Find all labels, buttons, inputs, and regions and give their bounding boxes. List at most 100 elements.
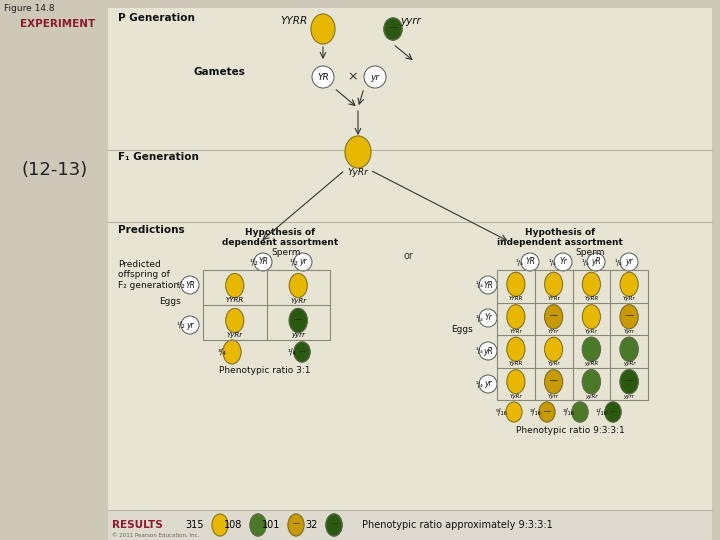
Ellipse shape [620,272,638,296]
Text: Phenotypic ratio 9:3:3:1: Phenotypic ratio 9:3:3:1 [516,426,624,435]
Text: ¹/₄: ¹/₄ [548,259,556,266]
Text: YyRr: YyRr [348,168,369,177]
Text: YR: YR [185,280,195,289]
Circle shape [294,253,312,271]
Ellipse shape [544,305,562,329]
Text: F₁ Generation: F₁ Generation [118,152,199,162]
Text: YYrr: YYrr [548,329,559,334]
Circle shape [587,253,605,271]
Text: Phenotypic ratio approximately 9:3:3:1: Phenotypic ratio approximately 9:3:3:1 [362,520,553,530]
Ellipse shape [620,338,638,361]
Text: yR: yR [591,258,601,267]
Text: Predicted
offspring of
F₂ generation: Predicted offspring of F₂ generation [118,260,179,290]
Text: yyRr: yyRr [623,361,636,366]
Text: yyrr: yyrr [292,333,305,339]
Ellipse shape [223,340,241,364]
Text: EXPERIMENT: EXPERIMENT [20,19,96,29]
Text: ¹/₄: ¹/₄ [475,281,483,288]
Text: Gametes: Gametes [193,67,245,77]
Text: YYRR: YYRR [225,298,244,303]
Ellipse shape [507,305,525,329]
Text: ¹/₂: ¹/₂ [176,321,185,329]
Text: yr: yr [300,258,307,267]
FancyBboxPatch shape [108,510,712,540]
Bar [497,270,648,400]
Text: Predictions: Predictions [118,225,184,235]
Circle shape [181,316,199,334]
Ellipse shape [539,402,555,422]
Text: YYRr: YYRr [510,329,522,334]
Text: YR: YR [258,258,268,267]
Text: Yr: Yr [559,258,567,267]
Text: 32: 32 [305,520,318,530]
Text: ¹/₄: ¹/₄ [475,348,483,354]
Text: ¹/₄: ¹/₄ [475,381,483,388]
Text: YyRr: YyRr [585,329,598,334]
Text: yyRr: yyRr [585,394,598,399]
Ellipse shape [226,273,244,298]
Text: YyRr: YyRr [547,361,560,366]
Text: Eggs: Eggs [451,326,473,334]
Text: ⁹/₁₆: ⁹/₁₆ [496,408,508,416]
Text: YyRr: YyRr [623,296,636,301]
Text: Hypothesis of
dependent assortment: Hypothesis of dependent assortment [222,228,338,247]
Text: ¹/₄: ¹/₄ [614,259,622,266]
Ellipse shape [582,305,600,329]
Ellipse shape [544,272,562,296]
Ellipse shape [384,18,402,40]
Circle shape [479,309,497,327]
Text: YYRR: YYRR [508,296,523,301]
Text: 315: 315 [186,520,204,530]
Text: ³/₄: ³/₄ [217,348,226,356]
Text: yyrr: yyrr [624,394,634,399]
Text: ³/₁₆: ³/₁₆ [529,408,541,416]
Text: yr: yr [625,258,633,267]
Text: ¹/₂: ¹/₂ [249,258,258,267]
Text: Yr: Yr [484,314,492,322]
Ellipse shape [572,402,588,422]
Circle shape [620,253,638,271]
Ellipse shape [582,272,600,296]
Circle shape [181,276,199,294]
Text: YyRr: YyRr [227,333,243,339]
Circle shape [364,66,386,88]
Circle shape [521,253,539,271]
Ellipse shape [212,514,228,536]
Text: yr: yr [186,321,194,329]
Circle shape [554,253,572,271]
Ellipse shape [289,308,307,333]
Text: Eggs: Eggs [159,298,181,307]
Text: Phenotypic ratio 3:1: Phenotypic ratio 3:1 [220,366,311,375]
Circle shape [312,66,334,88]
Bar [203,270,330,340]
Text: Hypothesis of
independent assortment: Hypothesis of independent assortment [497,228,623,247]
Text: RESULTS: RESULTS [112,520,163,530]
Text: YR: YR [483,280,493,289]
Ellipse shape [544,370,562,394]
Text: Figure 14.8: Figure 14.8 [4,4,55,13]
Text: ¹/₄: ¹/₄ [287,348,296,356]
Ellipse shape [345,136,371,168]
Text: YyRR: YyRR [584,296,598,301]
Ellipse shape [288,514,304,536]
Text: Sperm: Sperm [271,248,301,257]
Text: YyRr: YyRr [290,298,306,303]
Ellipse shape [294,342,310,362]
Text: (12-13): (12-13) [22,161,88,179]
Ellipse shape [326,514,342,536]
Text: ¹/₂: ¹/₂ [176,280,185,289]
Text: YyRr: YyRr [510,394,522,399]
Ellipse shape [582,338,600,361]
Text: ¹/₂: ¹/₂ [289,258,298,267]
Text: ³/₁₆: ³/₁₆ [562,408,574,416]
Text: ¹/₁₆: ¹/₁₆ [595,408,607,416]
FancyBboxPatch shape [108,8,712,512]
Ellipse shape [507,370,525,394]
Text: ¹/₄: ¹/₄ [581,259,589,266]
Text: P Generation: P Generation [118,13,195,23]
Text: YyRR: YyRR [509,361,523,366]
Text: 101: 101 [261,520,280,530]
Text: 108: 108 [224,520,242,530]
Ellipse shape [507,338,525,361]
Ellipse shape [289,273,307,298]
